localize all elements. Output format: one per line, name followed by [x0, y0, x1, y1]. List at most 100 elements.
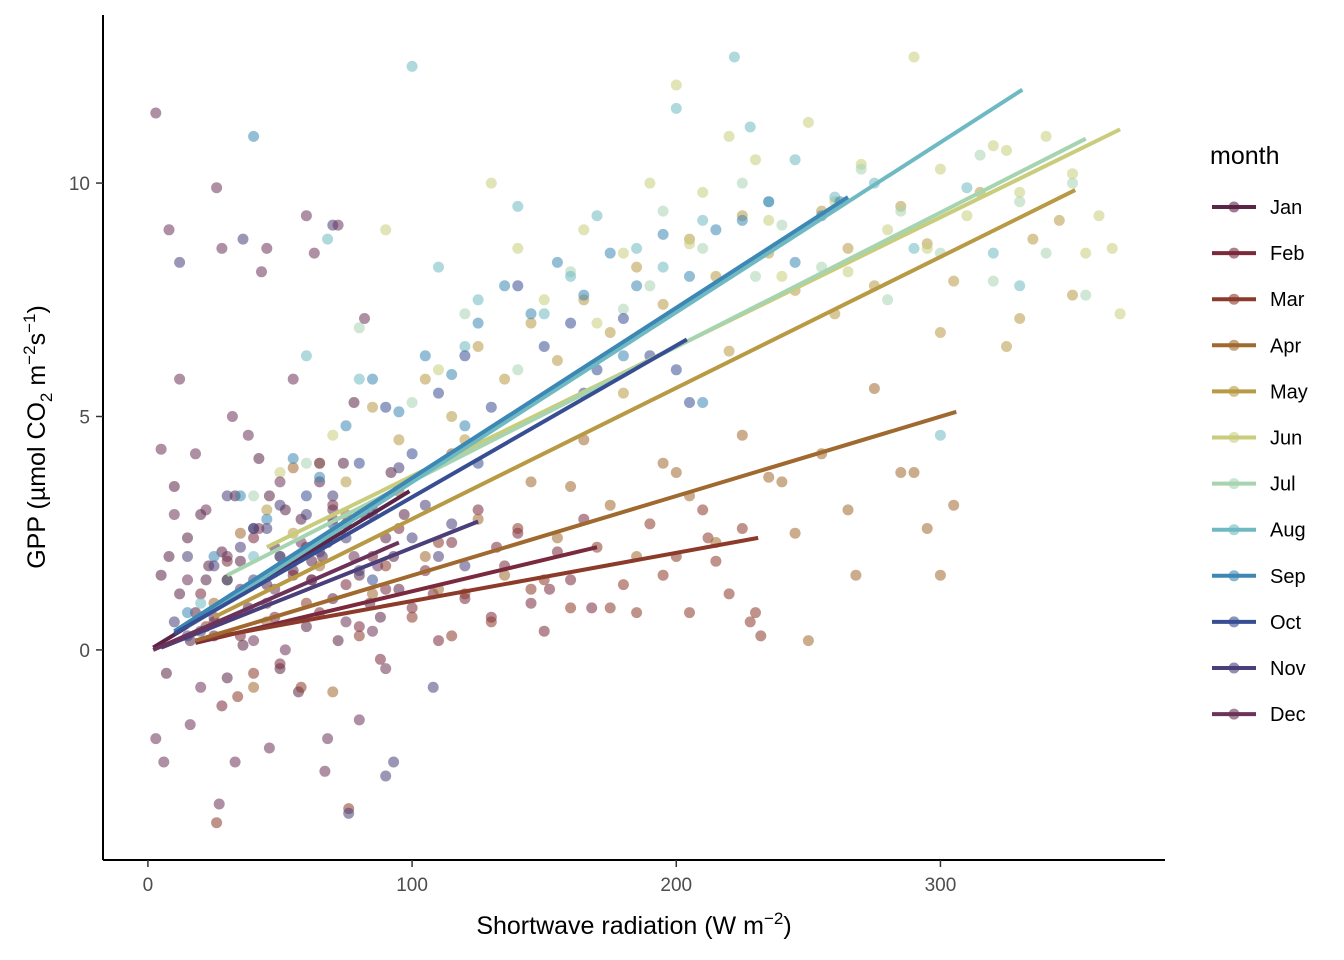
point-jun [512, 242, 524, 254]
point-aug [657, 261, 669, 273]
point-aug [987, 247, 999, 259]
point-apr [776, 476, 788, 488]
point-feb [433, 635, 444, 647]
point-nov [446, 518, 458, 530]
trend-line-oct [173, 337, 688, 636]
trend-line-dec [152, 540, 400, 652]
point-apr [367, 588, 378, 600]
point-mar [232, 691, 244, 703]
point-oct [433, 387, 444, 399]
point-apr [234, 527, 246, 539]
point-sep [472, 317, 484, 329]
point-feb [380, 583, 392, 595]
legend-item-sep: Sep [1212, 566, 1306, 588]
point-dec [150, 733, 162, 745]
y-axis-title: GPP (µmol CO2 m−2s−1) [20, 305, 56, 569]
point-sep [578, 289, 590, 301]
point-oct [459, 350, 471, 362]
x-tick-label: 200 [660, 875, 692, 896]
point-aug [353, 373, 365, 385]
point-dec [213, 798, 225, 810]
point-apr [934, 569, 946, 581]
point-jun [1040, 130, 1052, 142]
y-tick-label: 0 [79, 641, 90, 662]
legend-label: Nov [1270, 658, 1306, 680]
legend-item-jan: Jan [1212, 197, 1302, 219]
point-nov [208, 560, 220, 572]
legend-key-point [1228, 293, 1240, 305]
point-aug [961, 182, 973, 194]
point-sep [314, 471, 326, 483]
point-aug [744, 121, 756, 133]
point-dec [380, 663, 392, 675]
point-jan [168, 481, 180, 492]
point-apr [850, 569, 862, 581]
point-jan [174, 588, 186, 600]
point-dec [322, 733, 334, 745]
point-mar [353, 630, 365, 642]
point-nov [388, 756, 400, 768]
x-axis-title: Shortwave radiation (W m−2) [476, 909, 791, 940]
point-jan [374, 611, 386, 623]
point-dec [256, 266, 267, 278]
point-aug [472, 294, 484, 306]
point-dec [242, 429, 254, 441]
point-jan [160, 667, 172, 679]
point-jun [934, 163, 946, 175]
point-apr [736, 429, 748, 441]
point-jun [750, 154, 761, 166]
point-dec [308, 247, 320, 259]
point-sep [499, 280, 511, 292]
point-dec [229, 756, 241, 768]
point-jan [200, 574, 212, 586]
point-mar [446, 630, 458, 642]
y-ticks: 0 5 10 [69, 174, 103, 662]
point-jan [253, 453, 265, 464]
point-feb [274, 658, 286, 670]
point-jan [300, 621, 312, 633]
point-oct [221, 574, 233, 586]
point-sep [789, 256, 801, 268]
point-may [723, 345, 735, 357]
legend-key-point [1228, 524, 1240, 536]
point-mar [644, 518, 656, 530]
point-apr [248, 681, 260, 693]
point-aug [459, 341, 471, 352]
point-sep [684, 270, 695, 282]
point-feb [538, 625, 550, 637]
point-jul [459, 308, 471, 320]
point-dec [274, 476, 286, 488]
point-sep [234, 490, 246, 502]
point-jun [538, 294, 550, 306]
point-oct [512, 280, 524, 292]
point-may [367, 401, 378, 413]
point-feb [565, 574, 577, 586]
point-oct [485, 401, 497, 413]
legend-key-point [1228, 708, 1240, 720]
point-jun [1093, 210, 1105, 222]
point-mar [211, 817, 223, 829]
point-aug [670, 102, 682, 114]
point-dec [340, 616, 352, 628]
point-apr [921, 523, 933, 534]
point-dec [287, 373, 299, 385]
point-feb [472, 504, 484, 516]
point-apr [908, 467, 920, 478]
point-oct [684, 397, 695, 408]
point-sep [340, 420, 352, 432]
legend-label: Mar [1270, 289, 1305, 311]
point-aug [565, 270, 577, 282]
point-jun [842, 266, 854, 278]
legend-label: Apr [1270, 335, 1301, 357]
point-jul [644, 280, 656, 292]
point-aug [697, 214, 709, 226]
point-sep [393, 406, 405, 418]
legend-item-feb: Feb [1212, 243, 1304, 265]
point-dec [168, 509, 180, 520]
legend-item-may: May [1212, 381, 1308, 403]
point-jun [380, 224, 392, 236]
point-sep [617, 350, 629, 362]
point-nov [300, 509, 312, 520]
point-mar [485, 616, 497, 628]
point-dec [319, 765, 331, 777]
